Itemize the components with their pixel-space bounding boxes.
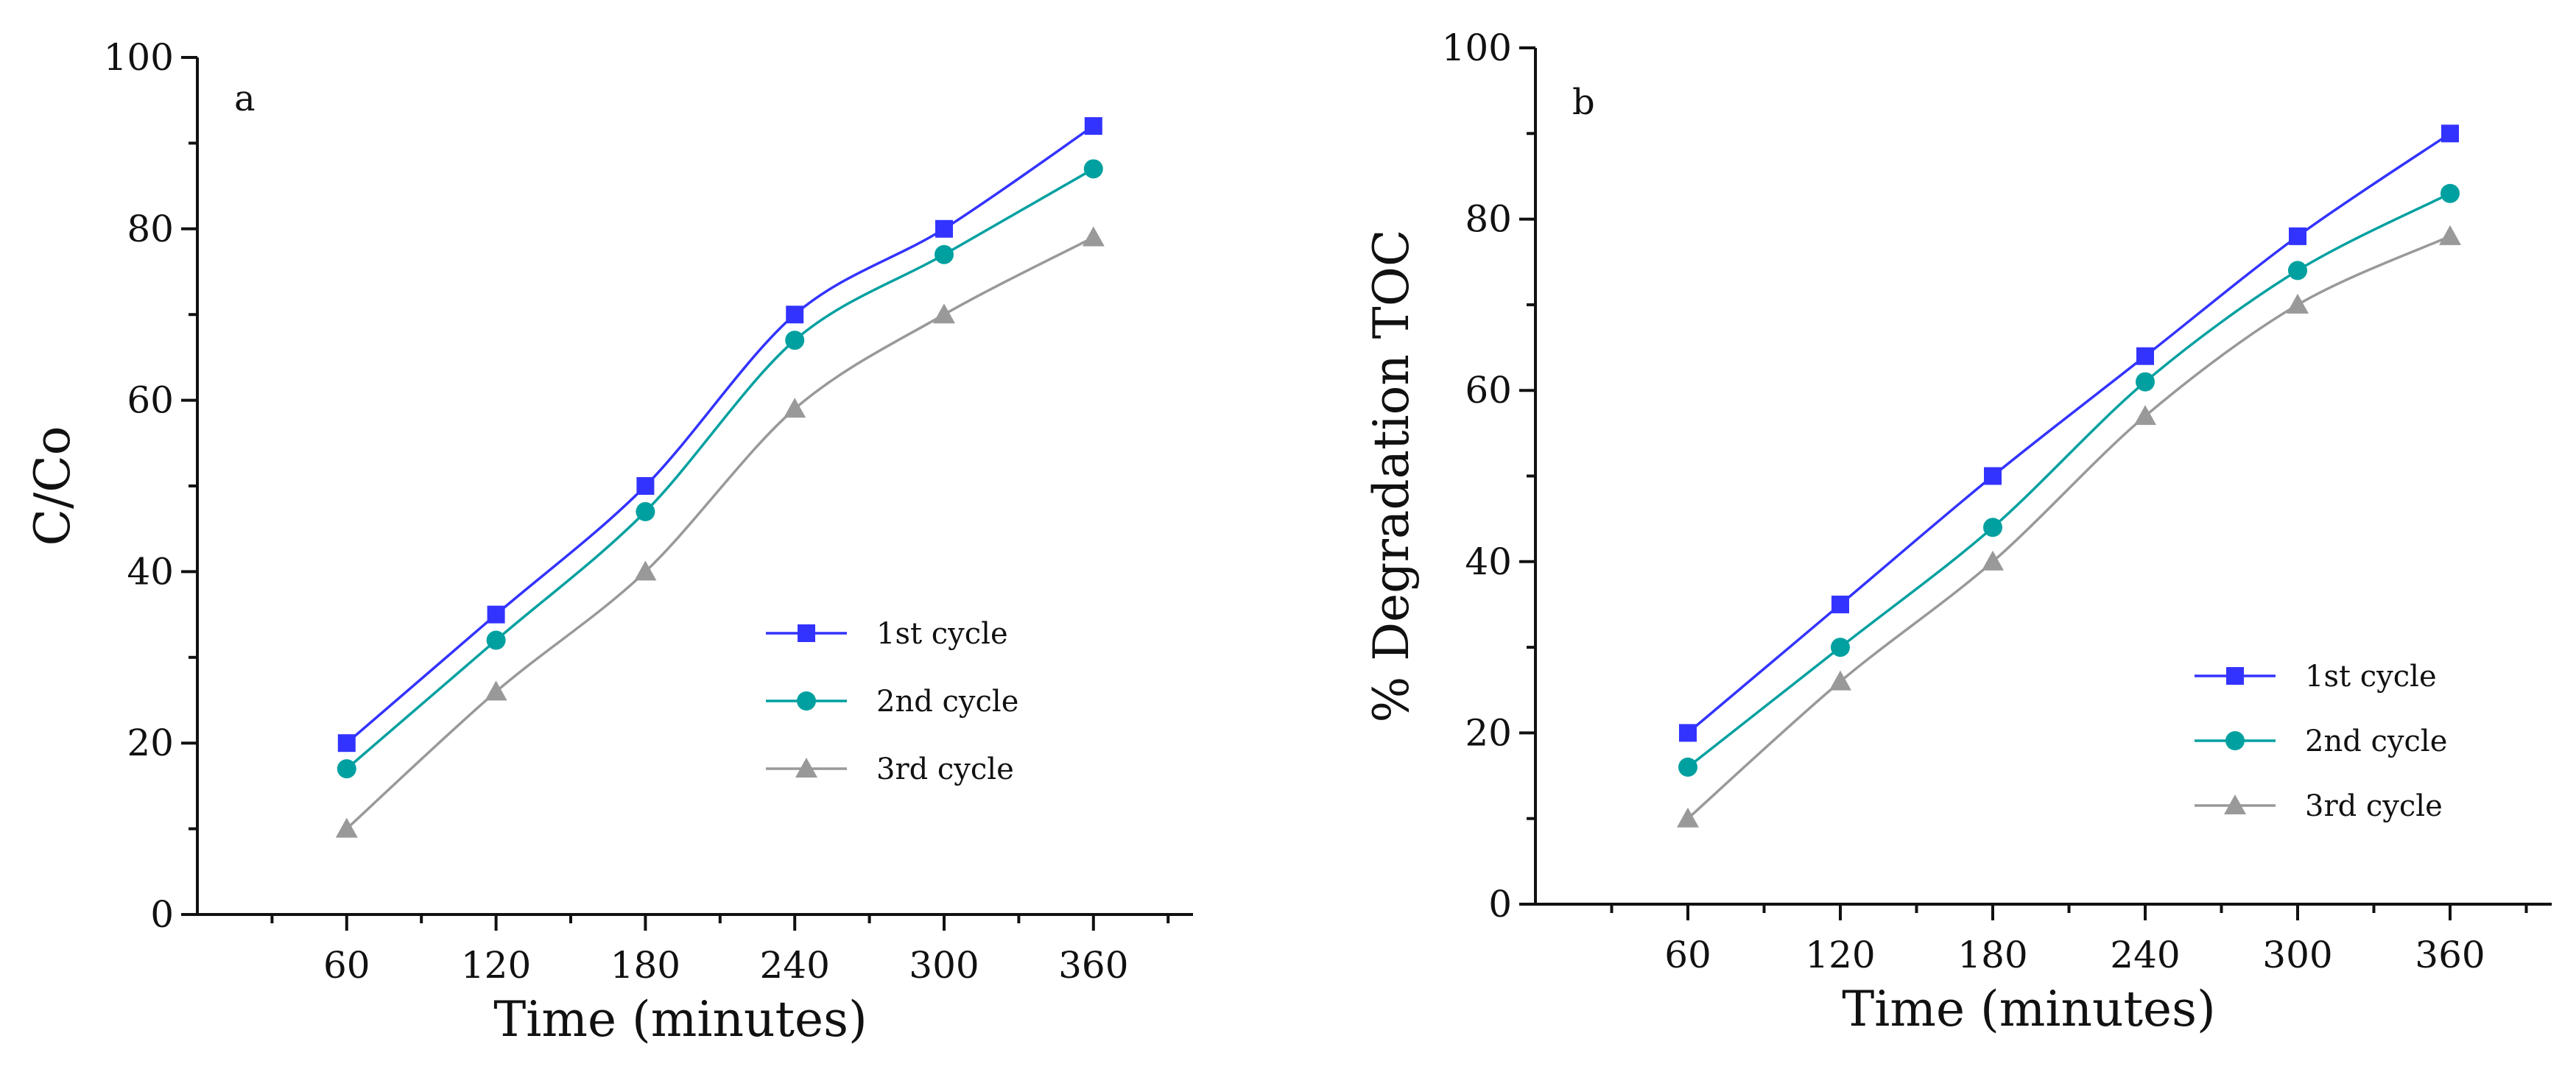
data-point [1677, 807, 1699, 828]
x-axis-title: Time (minutes) [1842, 981, 2215, 1037]
legend-marker [2225, 731, 2245, 750]
data-point [2288, 261, 2307, 281]
data-point [2136, 347, 2154, 365]
chart-panel-b: 0 20 40 60 80 100 60 120 180 240 300 360 Time (minut… [1363, 27, 2552, 1037]
y-axis-title: % Degradation TOC [1363, 230, 1420, 723]
y-tick-label: 100 [1442, 27, 1512, 69]
y-tick-label: 80 [1465, 198, 1512, 241]
y-tick-label: 20 [1465, 711, 1512, 754]
panel-label: b [1572, 82, 1595, 123]
data-point [1678, 757, 1697, 777]
series-1 [337, 117, 1102, 752]
series-1 [1679, 124, 2459, 742]
data-point [335, 817, 358, 838]
legend-label: 1st cycle [876, 617, 1008, 651]
data-point [1983, 518, 2002, 538]
x-tick-label: 120 [461, 944, 531, 987]
data-point [2439, 225, 2461, 245]
legend-label: 3rd cycle [2305, 789, 2443, 823]
data-point [486, 630, 506, 650]
legend-entry-1: 1st cycle [766, 617, 1008, 651]
x-tick-label: 240 [759, 944, 829, 987]
legend-label: 2nd cycle [876, 685, 1018, 719]
legend-entry-2: 2nd cycle [2195, 725, 2447, 758]
y-tick-label: 60 [127, 379, 174, 422]
data-point [1082, 226, 1105, 247]
data-point [933, 303, 955, 324]
data-point [2134, 405, 2156, 426]
data-point [935, 244, 954, 264]
y-tick-label: 20 [127, 722, 174, 764]
legend-label: 3rd cycle [876, 752, 1014, 786]
data-point [337, 734, 356, 752]
legend-marker [795, 758, 817, 778]
x-tick-label: 300 [909, 944, 979, 987]
y-tick-label: 80 [127, 208, 174, 250]
series-line [1686, 192, 2451, 769]
data-point [1831, 638, 1850, 658]
x-tick-label: 60 [323, 944, 370, 987]
y-tick-label: 0 [150, 893, 174, 936]
legend-label: 1st cycle [2305, 660, 2437, 694]
series-2 [1678, 183, 2460, 777]
data-point [636, 477, 655, 495]
series-line [345, 236, 1094, 830]
legend-marker [2226, 667, 2244, 685]
x-tick-label: 120 [1805, 934, 1875, 976]
y-tick-label: 100 [104, 36, 174, 79]
x-tick-label: 60 [1664, 934, 1711, 976]
data-point [1679, 724, 1697, 742]
data-point [634, 560, 657, 581]
series-3 [335, 226, 1105, 838]
panel-label: a [234, 78, 256, 119]
data-point [1831, 595, 1849, 613]
data-point [785, 331, 805, 350]
data-point [1982, 550, 2004, 571]
data-point [1984, 467, 2002, 485]
data-point [1084, 117, 1102, 135]
data-point [485, 680, 507, 701]
y-axis-title: C/Co [24, 426, 81, 546]
data-point [1829, 670, 1851, 691]
series-3 [1677, 225, 2461, 828]
series-2 [337, 159, 1103, 779]
x-tick-label: 240 [2110, 934, 2180, 976]
x-tick-label: 360 [1058, 944, 1128, 987]
x-tick-label: 180 [1957, 934, 2027, 976]
data-point [337, 759, 356, 779]
chart-panel-a: 0 20 40 60 80 100 60 120 180 240 300 360 Time (minut… [24, 36, 1193, 1048]
series-line [345, 124, 1094, 744]
y-tick-label: 60 [1465, 369, 1512, 412]
data-point [2136, 372, 2155, 392]
y-tick-label: 40 [1465, 540, 1512, 583]
data-point [487, 605, 505, 624]
x-tick-label: 300 [2262, 934, 2332, 976]
data-point [636, 501, 655, 521]
y-tick-label: 0 [1488, 883, 1512, 926]
data-point [784, 398, 806, 418]
data-point [935, 219, 953, 238]
legend-marker [798, 624, 815, 642]
legend-entry-2: 2nd cycle [766, 685, 1018, 719]
data-point [786, 306, 804, 324]
legend-label: 2nd cycle [2305, 725, 2447, 758]
series-line [1686, 132, 2451, 734]
legend-marker [2224, 794, 2246, 814]
x-tick-label: 360 [2415, 934, 2485, 976]
data-point [2440, 183, 2460, 203]
legend-marker [797, 691, 816, 711]
data-point [2441, 124, 2459, 143]
series-line [345, 167, 1094, 770]
x-axis-title: Time (minutes) [493, 991, 867, 1048]
data-point [2289, 227, 2306, 245]
legend-entry-3: 3rd cycle [2195, 789, 2443, 823]
legend-entry-3: 3rd cycle [766, 752, 1014, 786]
data-point [1083, 159, 1103, 179]
x-tick-label: 180 [610, 944, 680, 987]
y-tick-label: 40 [127, 550, 174, 593]
legend-entry-1: 1st cycle [2195, 660, 2437, 694]
series-line [1686, 235, 2451, 820]
data-point [2287, 293, 2309, 314]
